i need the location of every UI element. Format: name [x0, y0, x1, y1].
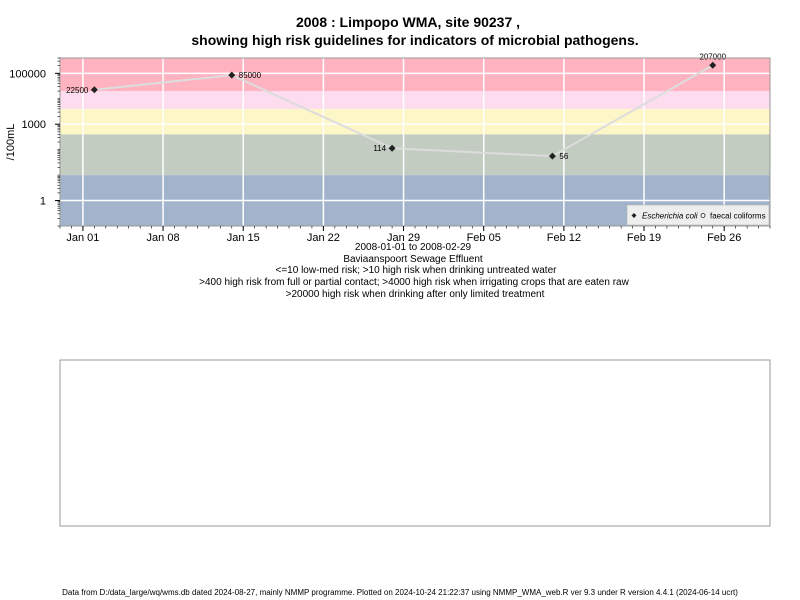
chart-title-line2: showing high risk guidelines for indicat…	[191, 32, 638, 48]
risk-bands	[60, 58, 770, 226]
chart-title-line1: 2008 : Limpopo WMA, site 90237 ,	[296, 14, 520, 30]
subtitle-line-3: >400 high risk from full or partial cont…	[199, 277, 629, 288]
x-tick-label-3: Jan 22	[307, 232, 340, 244]
legend: Escherichia coli faecal coliforms	[626, 204, 770, 226]
x-tick-label-6: Feb 12	[547, 232, 581, 244]
x-tick-label-7: Feb 19	[627, 232, 661, 244]
subtitle-line-4: >20000 high risk when drinking after onl…	[286, 289, 545, 300]
x-tick-label-1: Jan 08	[147, 232, 180, 244]
data-point-0-0	[90, 86, 98, 94]
legend-faecal-label: faecal coliforms	[710, 212, 766, 221]
legend-ecoli-diamond-icon	[631, 213, 637, 218]
y-tick-label-2: 100000	[9, 68, 46, 80]
x-tick-label-5: Feb 05	[467, 232, 501, 244]
x-tick-label-8: Feb 26	[707, 232, 741, 244]
grid-lines	[60, 58, 770, 226]
data-label-0-3: 56	[559, 152, 568, 161]
y-axis-label: /100mL	[5, 124, 17, 161]
x-axis: Jan 01 Jan 08 Jan 15 Jan 22 Jan 29 Feb 05 Feb …	[59, 226, 771, 244]
y-tick-label-1: 1000	[22, 119, 46, 131]
subtitle-line-0: 2008-01-01 to 2008-02-29	[355, 242, 472, 253]
footer-note: Data from D:/data_large/wq/wms.db dated …	[62, 588, 738, 597]
legend-ecoli-label: Escherichia coli	[642, 212, 698, 221]
legend-faecal-circle-icon	[700, 213, 706, 218]
x-tick-label-4: Jan 29	[387, 232, 420, 244]
risk-band-1	[60, 134, 770, 176]
x-tick-label-0: Jan 01	[66, 232, 99, 244]
y-tick-label-0: 1	[40, 196, 46, 208]
empty-lower-panel	[59, 359, 771, 527]
data-labels: 22500 85000 114 56 207000	[66, 52, 727, 161]
y-axis: 1 1000 100000	[9, 57, 60, 227]
subtitle-line-2: <=10 low-med risk; >10 high risk when dr…	[276, 265, 558, 276]
data-points	[90, 61, 717, 160]
data-point-0-2	[388, 144, 396, 152]
risk-band-2	[60, 108, 770, 135]
data-label-0-1: 85000	[239, 71, 262, 80]
risk-band-4	[60, 58, 770, 92]
data-point-0-4	[709, 61, 717, 69]
data-label-0-2: 114	[373, 144, 386, 153]
legend-box	[626, 204, 770, 226]
data-label-0-4: 207000	[699, 52, 726, 61]
data-point-0-1	[228, 71, 236, 79]
data-label-0-0: 22500	[66, 86, 89, 95]
data-point-0-3	[548, 152, 556, 160]
subtitle-line-1: Baviaanspoort Sewage Effluent	[343, 254, 483, 265]
x-tick-label-2: Jan 15	[227, 232, 260, 244]
risk-band-3	[60, 91, 770, 109]
